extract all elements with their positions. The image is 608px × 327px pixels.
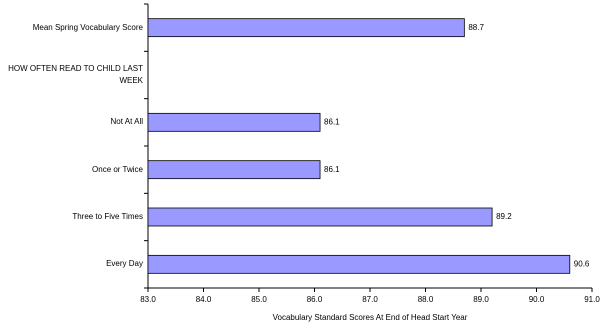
bar [147, 18, 465, 38]
value-label: 88.7 [468, 23, 484, 32]
x-tick-label: 89.0 [473, 295, 489, 304]
y-tick-label: HOW OFTEN READ TO CHILD LAST WEEK [8, 64, 143, 85]
x-tick-label: 84.0 [196, 295, 212, 304]
bar [147, 207, 493, 227]
x-tick-label: 86.0 [307, 295, 323, 304]
bar [147, 160, 321, 180]
x-tick-label: 83.0 [140, 295, 156, 304]
y-tick-label: Three to Five Times [72, 212, 143, 221]
x-tick-label: 87.0 [362, 295, 378, 304]
x-tick-label: 88.0 [418, 295, 434, 304]
value-label: 86.1 [324, 165, 340, 174]
x-axis-label: Vocabulary Standard Scores At End of Hea… [273, 313, 468, 322]
bar [147, 254, 571, 274]
value-label: 86.1 [324, 117, 340, 126]
y-tick-label: Not At All [110, 117, 143, 127]
x-tick-label: 91.0 [584, 295, 600, 304]
x-tick-label: 85.0 [251, 295, 267, 304]
bar [147, 112, 321, 132]
y-tick-label: Once or Twice [92, 164, 143, 174]
value-label: 89.2 [496, 212, 512, 221]
y-tick-label: Every Day [106, 259, 143, 269]
value-label: 90.6 [574, 259, 590, 268]
y-tick-label: Mean Spring Vocabulary Score [32, 22, 143, 32]
x-tick-label: 90.0 [529, 295, 545, 304]
